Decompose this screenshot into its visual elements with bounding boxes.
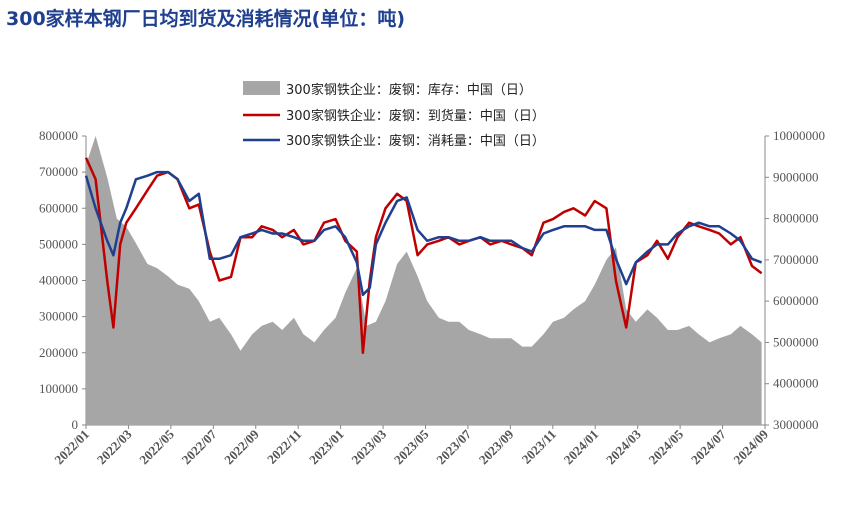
inventory-area-layer <box>86 136 762 425</box>
x-tick-label: 2022/01 <box>51 427 92 468</box>
x-tick-label: 2024/07 <box>688 426 729 467</box>
left-tick-label: 700000 <box>39 164 78 179</box>
left-tick-label: 0 <box>72 417 79 432</box>
x-tick-label: 2023/01 <box>306 427 347 468</box>
arrival-line <box>84 157 763 355</box>
right-tick-label: 7000000 <box>773 252 819 267</box>
right-tick-label: 10000000 <box>773 128 825 143</box>
right-tick-label: 5000000 <box>773 334 819 349</box>
x-tick-label: 2023/11 <box>519 427 559 467</box>
x-tick-label: 2024/05 <box>645 426 686 467</box>
left-tick-label: 500000 <box>39 236 78 251</box>
x-tick-label: 2022/05 <box>136 426 177 467</box>
x-tick-label: 2023/03 <box>348 426 389 467</box>
x-tick-label: 2023/07 <box>433 426 474 467</box>
left-tick-label: 100000 <box>39 381 78 396</box>
x-tick-label: 2024/09 <box>730 426 771 467</box>
left-tick-label: 400000 <box>39 273 78 288</box>
left-tick-label: 200000 <box>39 345 78 360</box>
left-tick-label: 600000 <box>39 200 78 215</box>
right-tick-label: 9000000 <box>773 169 819 184</box>
inventory-area <box>86 136 762 425</box>
x-tick-label: 2024/01 <box>561 427 602 468</box>
x-tick-label: 2022/03 <box>94 426 135 467</box>
x-tick-label: 2022/11 <box>264 427 304 467</box>
right-tick-label: 6000000 <box>773 293 819 308</box>
x-tick-label: 2023/09 <box>476 426 517 467</box>
chart-title: 300家样本钢厂日均到货及消耗情况(单位：吨) <box>6 8 406 30</box>
legend-label: 300家钢铁企业：废钢：到货量：中国（日） <box>286 108 545 124</box>
x-tick-label: 2022/07 <box>179 426 220 467</box>
x-tick-label: 2024/03 <box>603 426 644 467</box>
right-tick-label: 8000000 <box>773 211 819 226</box>
consumption-line <box>84 170 763 297</box>
x-tick-label: 2022/09 <box>221 426 262 467</box>
line-series-layer <box>84 157 763 355</box>
right-tick-label: 3000000 <box>773 417 819 432</box>
left-tick-label: 800000 <box>39 128 78 143</box>
legend-label: 300家钢铁企业：废钢：库存：中国（日） <box>286 82 532 98</box>
legend-swatch-inventory <box>243 81 280 95</box>
legend: 300家钢铁企业：废钢：库存：中国（日） 300家钢铁企业：废钢：到货量：中国（日… <box>243 81 545 149</box>
legend-label: 300家钢铁企业：废钢：消耗量：中国（日） <box>286 133 545 149</box>
left-tick-label: 300000 <box>39 309 78 324</box>
x-tick-label: 2023/05 <box>391 426 432 467</box>
right-tick-label: 4000000 <box>773 376 819 391</box>
